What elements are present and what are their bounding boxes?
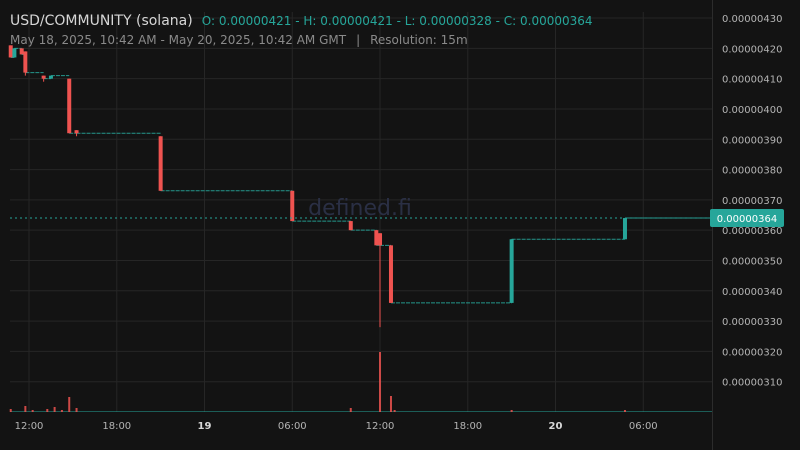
y-tick-label: 0.00000420 [722, 44, 782, 55]
volume-bar [68, 397, 71, 412]
volume-bar [53, 407, 56, 412]
volume-bar [24, 406, 27, 412]
candle-body [12, 48, 17, 58]
date-range: May 18, 2025, 10:42 AM - May 20, 2025, 1… [10, 33, 347, 47]
y-tick-label: 0.00000360 [722, 226, 782, 237]
x-tick-label: 18:00 [453, 421, 482, 432]
candle-body [290, 190, 295, 222]
x-tick-label: 06:00 [278, 421, 307, 432]
volume-bar [623, 410, 626, 412]
ohlc-readout: O: 0.00000421 - H: 0.00000421 - L: 0.000… [201, 14, 593, 28]
last-price-label: 0.00000364 [717, 214, 777, 225]
x-tick-label: 18:00 [102, 421, 131, 432]
candle-body [378, 233, 383, 246]
candle-body [74, 130, 79, 134]
y-tick-label: 0.00000310 [722, 378, 782, 389]
y-tick-label: 0.00000380 [722, 166, 782, 177]
candle-body [19, 48, 24, 55]
y-tick-label: 0.00000350 [722, 256, 782, 267]
candle-body [509, 239, 514, 303]
y-tick-label: 0.00000430 [722, 14, 782, 25]
candle-body [8, 45, 13, 58]
x-tick-label: 12:00 [15, 421, 44, 432]
candle-body [23, 51, 28, 73]
volume-bar [393, 410, 396, 412]
x-tick-label: 06:00 [629, 421, 658, 432]
volume-bar [349, 408, 352, 412]
candle-body [622, 218, 627, 240]
chart-header: USD/COMMUNITY (solana) O: 0.00000421 - H… [10, 10, 593, 29]
watermark: defined.fi [308, 196, 412, 221]
volume-bar [510, 410, 513, 412]
x-tick-label: 19 [198, 421, 212, 432]
candle-body [388, 245, 393, 303]
candle-body [41, 75, 46, 79]
volume-bar [46, 409, 49, 412]
pair-symbol: USD/COMMUNITY (solana) [10, 13, 193, 29]
resolution-label: Resolution: 15m [370, 33, 468, 47]
y-tick-label: 0.00000370 [722, 196, 782, 207]
volume-bar [9, 409, 12, 412]
volume-bar [31, 410, 34, 412]
chart-subtitle: May 18, 2025, 10:42 AM - May 20, 2025, 1… [10, 33, 468, 47]
y-tick-label: 0.00000320 [722, 347, 782, 358]
x-tick-label: 12:00 [366, 421, 395, 432]
candle-body [67, 78, 72, 134]
x-tick-label: 20 [549, 421, 563, 432]
volume-bar [379, 352, 382, 412]
candle-body [158, 136, 163, 191]
candle-body [348, 221, 353, 231]
volume-bar [75, 408, 78, 412]
y-tick-label: 0.00000330 [722, 317, 782, 328]
volume-bar [60, 410, 63, 412]
y-tick-label: 0.00000340 [722, 287, 782, 298]
subtitle-separator: | [356, 33, 361, 47]
y-tick-label: 0.00000400 [722, 105, 782, 116]
y-tick-label: 0.00000410 [722, 75, 782, 86]
candle-body [48, 75, 53, 79]
y-tick-label: 0.00000390 [722, 135, 782, 146]
last-price-badge [710, 209, 784, 228]
volume-bar [389, 396, 392, 412]
candle-body [374, 230, 379, 246]
